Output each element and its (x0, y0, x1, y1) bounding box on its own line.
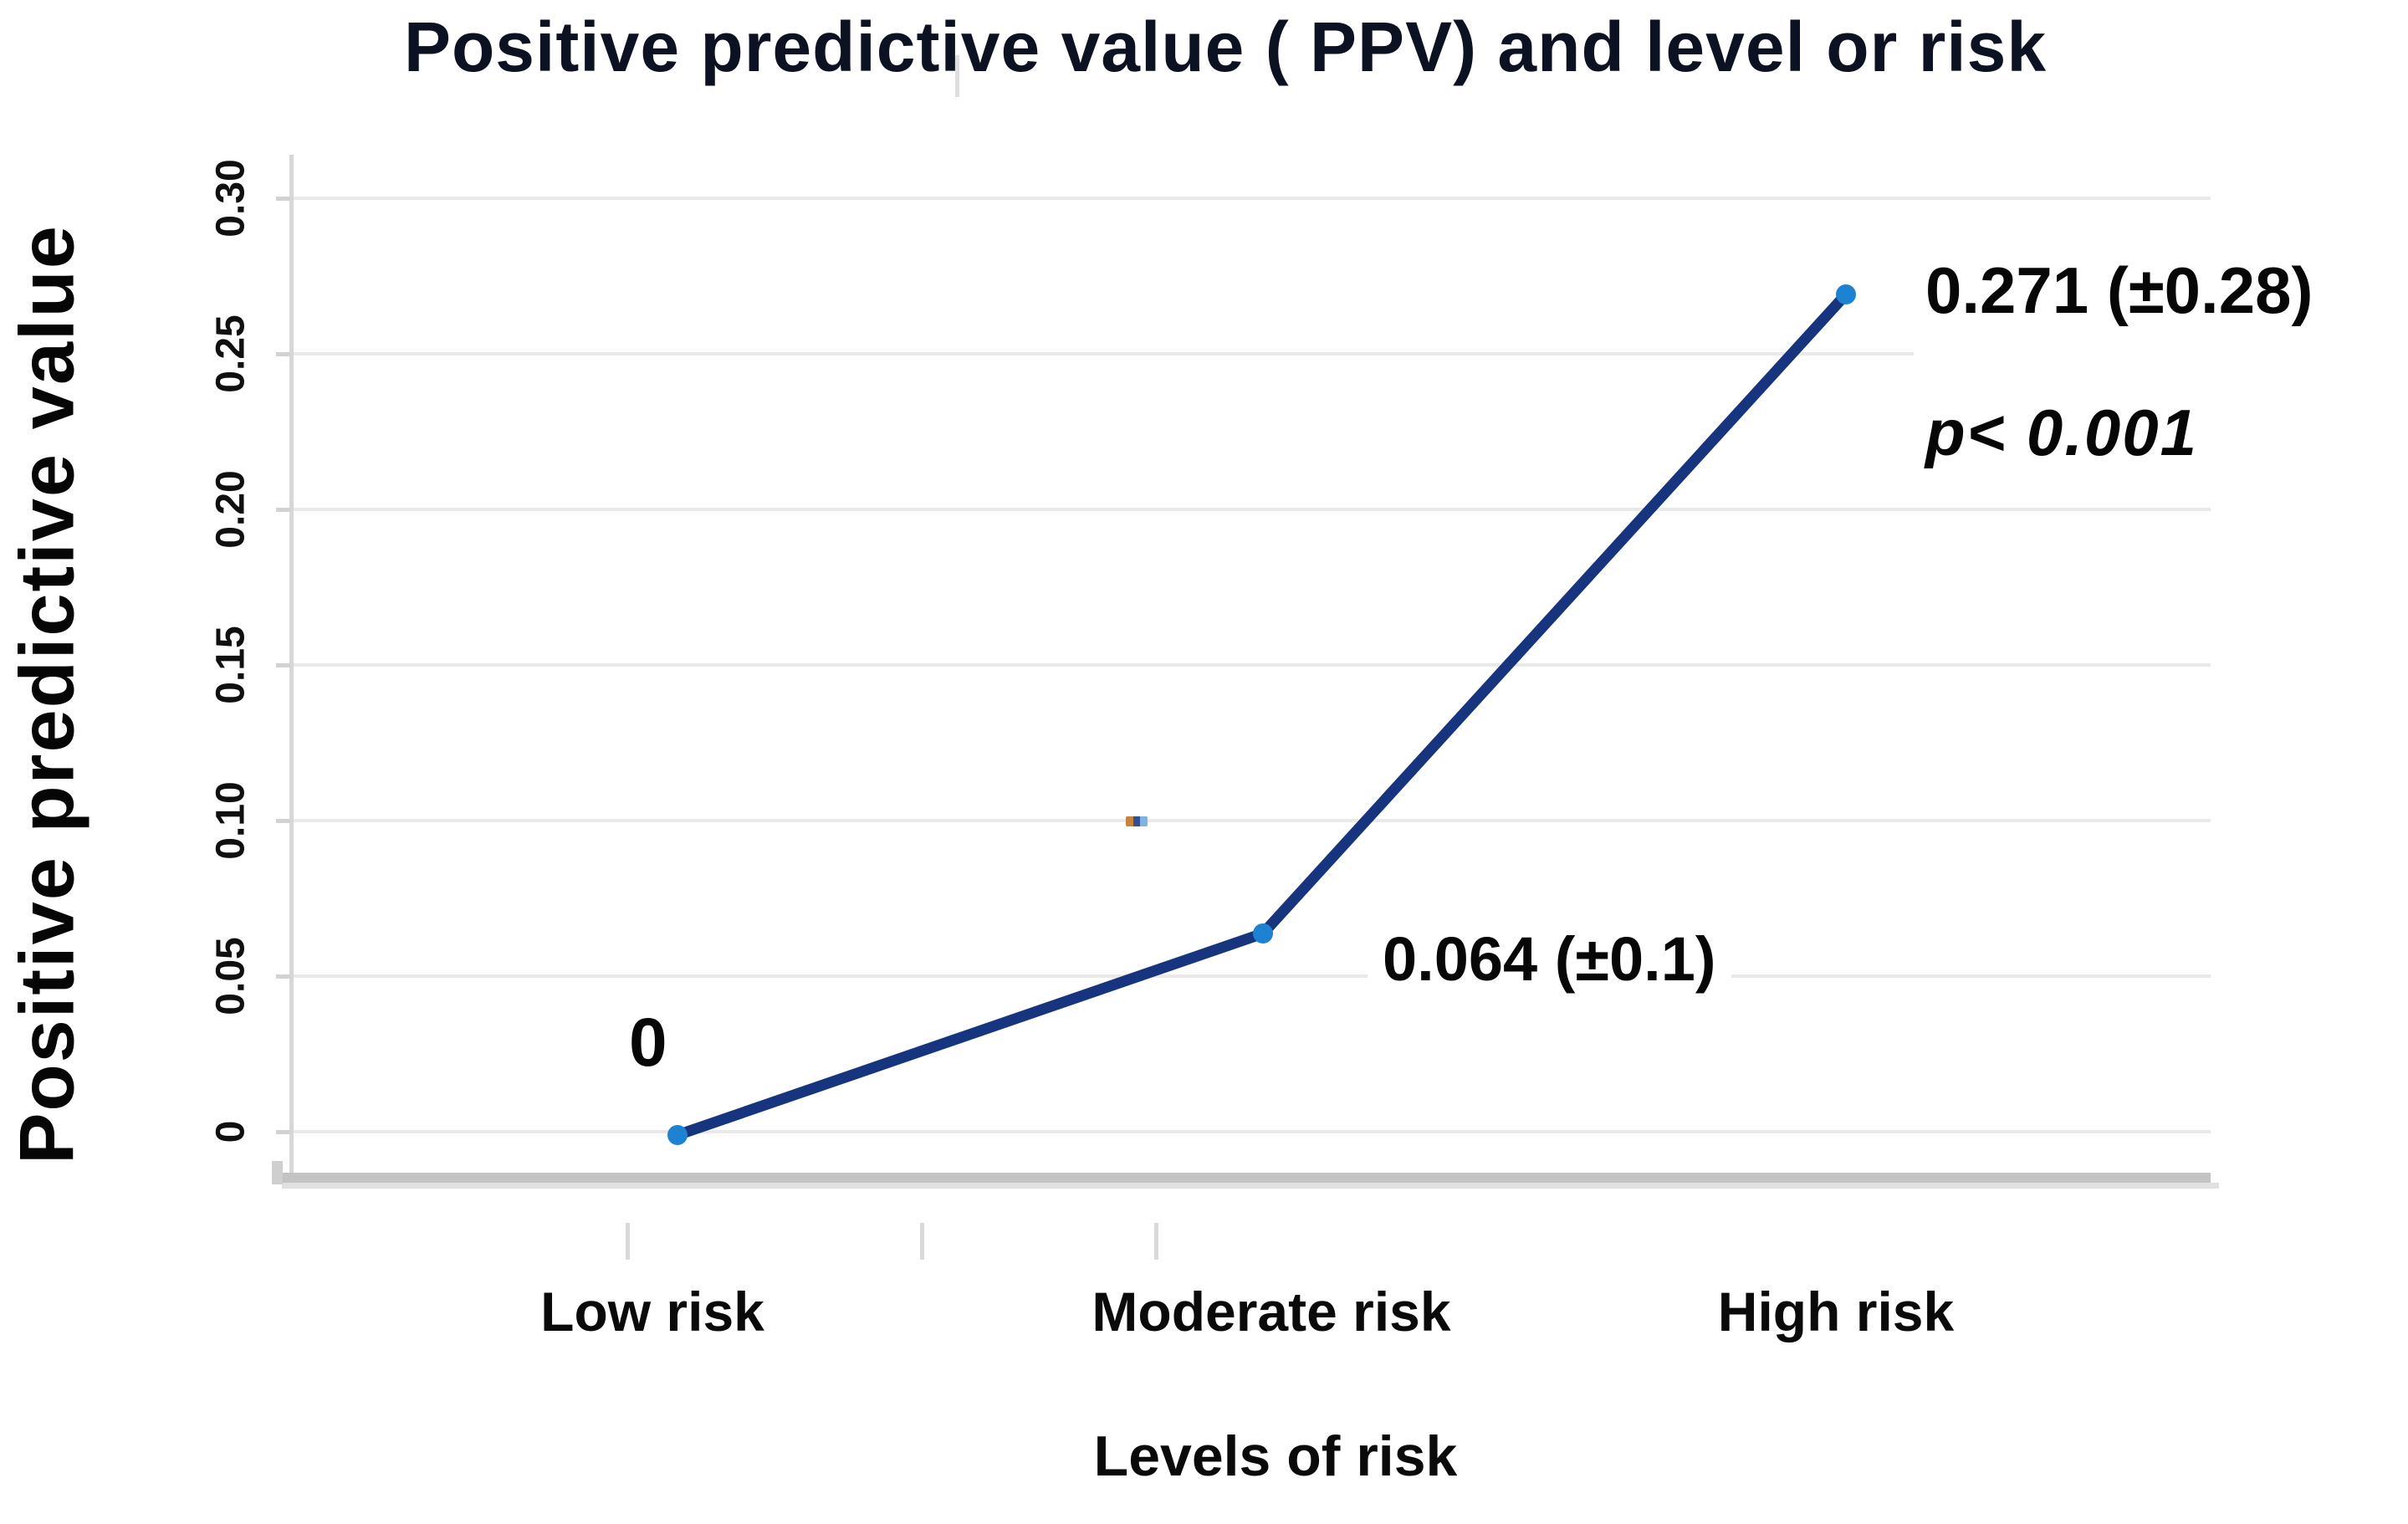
y-axis-title: Positive predictive value (4, 224, 90, 1164)
y-tick-mark (276, 197, 290, 201)
plot-area (293, 125, 2211, 1182)
x-category-high-risk: High risk (1717, 1281, 1955, 1342)
data-point-low-risk (667, 1125, 688, 1145)
y-axis-line (289, 155, 294, 1182)
y-tick-label: 0.20 (208, 470, 253, 549)
data-label-low-risk: 0 (629, 1005, 667, 1081)
y-tick-label: 0.15 (208, 626, 253, 704)
x-category-moderate-risk: Moderate risk (1092, 1281, 1451, 1342)
data-point-high-risk (1836, 284, 1856, 304)
data-point-moderate-risk (1253, 923, 1273, 944)
y-tick-label: 0.10 (208, 781, 253, 860)
p-value-annotation: p< 0.001 (1917, 391, 2207, 474)
y-tick-mark (276, 819, 290, 823)
gridline-0 (293, 1130, 2211, 1133)
y-tick-mark (276, 508, 290, 512)
x-axis-title: Levels of risk (1093, 1424, 1458, 1488)
chart-title: Positive predictive value ( PPV) and lev… (403, 8, 2048, 86)
y-tick-mark (276, 1130, 290, 1134)
y-tick-label: 0.05 (208, 937, 253, 1015)
gridline-0-30 (293, 197, 2211, 200)
x-axis-line (282, 1173, 2211, 1183)
x-tick-mark (920, 1223, 924, 1260)
y-tick-mark (276, 352, 290, 356)
x-category-low-risk: Low risk (540, 1281, 764, 1342)
gridline-0-15 (293, 663, 2211, 667)
data-label-moderate-risk: 0.064 (±0.1) (1368, 917, 1731, 1008)
y-tick-label: 0.30 (208, 159, 253, 238)
x-tick-mark (626, 1223, 630, 1260)
y-tick-label: 0 (208, 1120, 253, 1143)
scan-artifact-speck (1126, 816, 1148, 826)
y-tick-mark (276, 663, 290, 667)
x-tick-mark (1154, 1223, 1158, 1260)
ppv-series-line (672, 289, 1852, 1141)
data-label-high-risk: 0.271 (±0.28) (1914, 248, 2325, 369)
gridline-0-25 (293, 352, 2211, 355)
x-axis-shadow (282, 1183, 2219, 1189)
axis-corner-tick (272, 1161, 283, 1184)
gridline-0-20 (293, 508, 2211, 511)
gridline-0-05 (293, 974, 2211, 978)
ppv-series (667, 284, 1856, 1145)
y-tick-mark (276, 974, 290, 979)
gridline-0-10 (293, 819, 2211, 822)
scan-artifact-tick (955, 55, 959, 97)
y-tick-label: 0.25 (208, 315, 253, 393)
